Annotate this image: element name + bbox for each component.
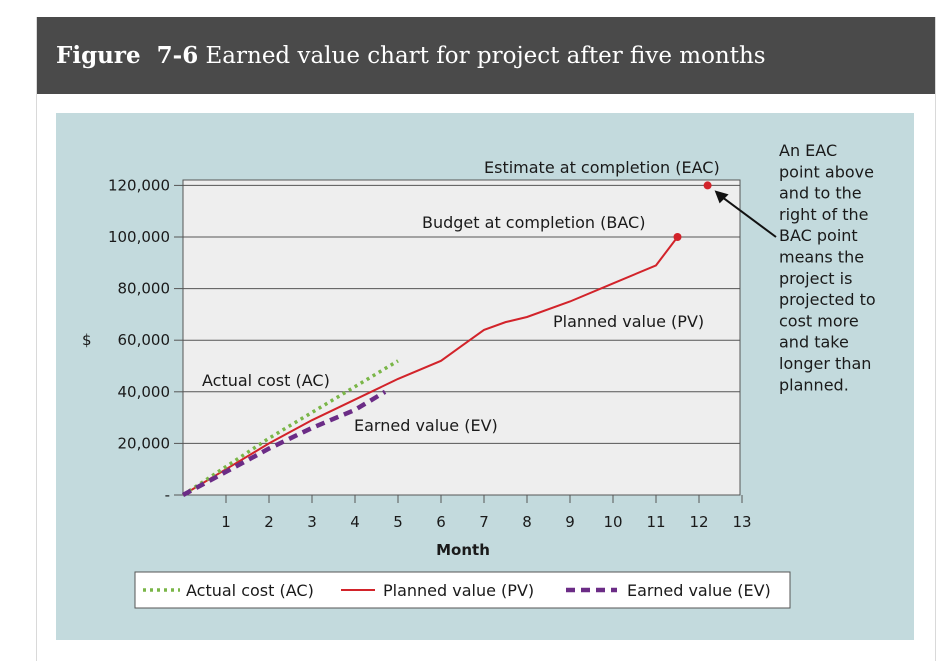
pv-label: Planned value (PV)	[553, 312, 704, 331]
y-tick-label: 20,000	[118, 434, 171, 452]
y-tick-label: 60,000	[118, 331, 171, 349]
figure-title: Figure 7-6 Earned value chart for projec…	[37, 17, 935, 94]
ac-label: Actual cost (AC)	[202, 371, 330, 390]
x-tick-label: 6	[436, 513, 446, 531]
eac-label: Estimate at completion (EAC)	[484, 158, 720, 177]
legend-box	[134, 571, 791, 609]
legend-label: Earned value (EV)	[627, 581, 771, 600]
x-tick-label: 10	[603, 513, 622, 531]
note-line: and take	[779, 333, 849, 352]
y-tick-label: 40,000	[118, 383, 171, 401]
x-tick-label: 13	[732, 513, 751, 531]
x-tick-label: 5	[393, 513, 403, 531]
ev-label: Earned value (EV)	[354, 416, 498, 435]
x-tick-label: 11	[646, 513, 665, 531]
note-line: point above	[779, 162, 874, 181]
legend: Actual cost (AC) Planned value (PV) Earned…	[134, 571, 791, 609]
note-line: projected to	[779, 290, 876, 309]
note-line: An EAC	[779, 141, 837, 160]
series-line-solid	[182, 236, 679, 496]
x-tick-label: 2	[264, 513, 274, 531]
x-tick-label: 7	[479, 513, 489, 531]
x-tick-label: 3	[307, 513, 317, 531]
note-line: project is	[779, 269, 852, 288]
y-tick-label: -	[165, 486, 170, 504]
y-axis-label: $	[82, 331, 92, 349]
note-line: means the	[779, 248, 864, 267]
x-tick-label: 8	[522, 513, 532, 531]
plot-area	[182, 179, 741, 496]
x-tick-label: 1	[221, 513, 231, 531]
series-layer	[181, 236, 679, 497]
series-line-dashed	[181, 389, 387, 497]
figure-label: Figure	[56, 42, 141, 69]
annotations: Estimate at completion (EAC) Budget at co…	[202, 141, 876, 435]
note-line: planned.	[779, 375, 849, 394]
note-line: right of the	[779, 205, 868, 224]
x-axis-label: Month	[436, 541, 490, 559]
bac-label: Budget at completion (BAC)	[422, 213, 645, 232]
note-line: longer than	[779, 354, 871, 373]
y-tick-label: 120,000	[108, 176, 170, 194]
figure-number: 7-6	[156, 42, 199, 69]
x-tick-label: 12	[689, 513, 708, 531]
y-tick-label: 100,000	[108, 228, 170, 246]
arrow-line	[718, 193, 777, 238]
series-line-dotted	[182, 359, 399, 497]
legend-label: Planned value (PV)	[383, 581, 534, 600]
eac-point	[703, 181, 712, 190]
axes: - 20,000 40,000 60,000 80,000 100,000 120,000 $…	[82, 176, 752, 559]
arrowhead-icon	[714, 190, 729, 204]
note-line: cost more	[779, 311, 859, 330]
x-tick-label: 4	[350, 513, 360, 531]
legend-label: Actual cost (AC)	[186, 581, 314, 600]
x-tick-label: 9	[565, 513, 575, 531]
y-tick-label: 80,000	[118, 280, 171, 298]
note-line: BAC point	[779, 226, 858, 245]
bac-point	[673, 233, 682, 241]
note-line: and to the	[779, 184, 862, 203]
figure-caption: Earned value chart for project after fiv…	[205, 43, 766, 69]
